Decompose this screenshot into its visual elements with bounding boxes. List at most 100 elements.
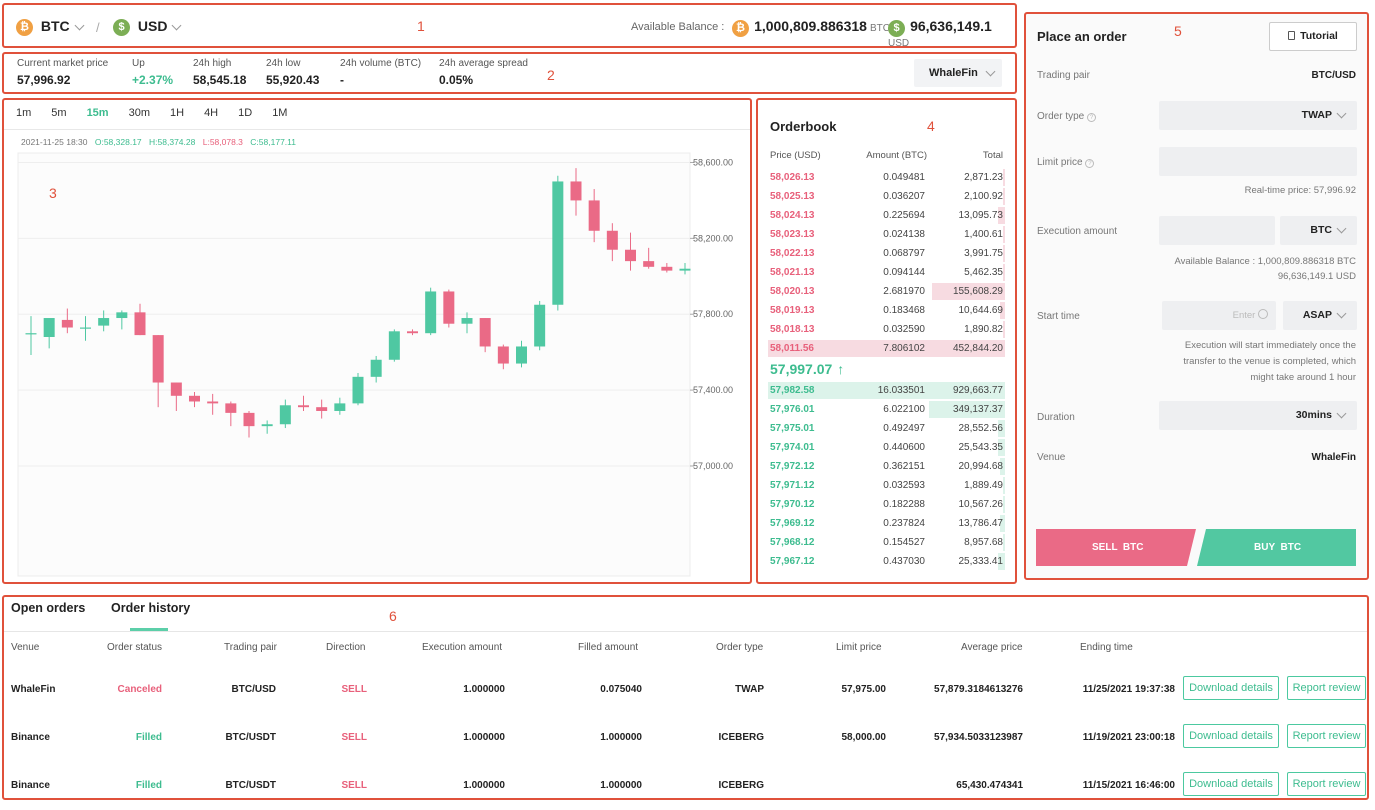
ask-row[interactable]: 58,023.13 0.024138 1,400.61 bbox=[768, 226, 1005, 243]
interval-tab[interactable]: 1D bbox=[238, 107, 253, 119]
tab-order-history[interactable]: Order history bbox=[111, 601, 191, 615]
execution-unit-select[interactable]: BTC bbox=[1280, 216, 1357, 245]
book-amount: 0.492497 bbox=[883, 423, 925, 434]
download-details-button[interactable]: Download details bbox=[1183, 724, 1279, 748]
book-amount: 0.024138 bbox=[883, 229, 925, 240]
region-label: 2 bbox=[547, 67, 555, 83]
candle-body bbox=[152, 335, 164, 383]
download-details-button[interactable]: Download details bbox=[1183, 676, 1279, 700]
ask-row[interactable]: 58,024.13 0.225694 13,095.73 bbox=[768, 207, 1005, 224]
cell-pair: BTC/USDT bbox=[225, 732, 276, 743]
bid-row[interactable]: 57,974.01 0.440600 25,543.35 bbox=[768, 439, 1005, 456]
buy-button[interactable]: BUY BTC bbox=[1254, 542, 1302, 553]
report-review-button[interactable]: Report review bbox=[1287, 724, 1366, 748]
column-header: Filled amount bbox=[578, 642, 639, 653]
tutorial-button[interactable]: Tutorial bbox=[1269, 22, 1357, 51]
ask-row[interactable]: 58,018.13 0.032590 1,890.82 bbox=[768, 321, 1005, 338]
interval-tab[interactable]: 4H bbox=[204, 107, 219, 119]
stat-label: Current market price bbox=[17, 58, 109, 69]
bid-row[interactable]: 57,969.12 0.237824 13,786.47 bbox=[768, 515, 1005, 532]
region-label: 6 bbox=[389, 608, 397, 624]
download-details-button[interactable]: Download details bbox=[1183, 772, 1279, 796]
duration-label: Duration bbox=[1037, 412, 1075, 423]
ask-row[interactable]: 58,019.13 0.183468 10,644.69 bbox=[768, 302, 1005, 319]
report-review-button[interactable]: Report review bbox=[1287, 772, 1366, 796]
ask-row[interactable]: 58,022.13 0.068797 3,991.75 bbox=[768, 245, 1005, 262]
book-price: 57,974.01 bbox=[770, 442, 815, 453]
depth-bar bbox=[998, 420, 1005, 437]
base-currency-select[interactable]: ₿ BTC bbox=[16, 18, 85, 36]
sell-button-shape[interactable] bbox=[1036, 529, 1196, 566]
ask-row[interactable]: 58,021.13 0.094144 5,462.35 bbox=[768, 264, 1005, 281]
interval-tab[interactable]: 15m bbox=[86, 107, 109, 119]
depth-bar bbox=[998, 553, 1005, 570]
column-header: Average price bbox=[961, 642, 1023, 653]
chevron-down-icon bbox=[172, 20, 182, 31]
report-review-button[interactable]: Report review bbox=[1287, 676, 1366, 700]
interval-tab[interactable]: 1H bbox=[170, 107, 185, 119]
ask-row[interactable]: 58,026.13 0.049481 2,871.23 bbox=[768, 169, 1005, 186]
sell-button[interactable]: SELL BTC bbox=[1092, 542, 1144, 553]
ask-row[interactable]: 58,011.56 7.806102 452,844.20 bbox=[768, 340, 1005, 357]
bid-row[interactable]: 57,968.12 0.154527 8,957.68 bbox=[768, 534, 1005, 551]
depth-bar bbox=[1003, 534, 1005, 551]
book-total: 13,095.73 bbox=[958, 210, 1004, 221]
quote-currency-select[interactable]: $ USD bbox=[113, 18, 182, 36]
start-time-select[interactable]: ASAP bbox=[1283, 301, 1357, 330]
book-total: 3,991.75 bbox=[964, 248, 1003, 259]
column-header: Trading pair bbox=[224, 642, 277, 653]
cell-pair: BTC/USD bbox=[231, 684, 276, 695]
price-chart-panel: 1m 5m 15m 30m 1H 4H 1D 1M 2021-11-25 18:30 O:58… bbox=[2, 98, 752, 584]
candle-body bbox=[534, 304, 546, 347]
start-time-note: Execution will start immediately once th… bbox=[1183, 340, 1356, 383]
start-time-input[interactable]: Enter bbox=[1162, 301, 1276, 330]
depth-bar bbox=[998, 439, 1005, 456]
book-total: 25,333.41 bbox=[958, 556, 1004, 567]
stat-label: Up bbox=[132, 58, 145, 69]
depth-bar bbox=[1003, 477, 1005, 494]
y-tick-label: 57,800.00 bbox=[693, 309, 733, 319]
interval-tab[interactable]: 30m bbox=[128, 107, 150, 119]
cell-status: Filled bbox=[135, 732, 162, 743]
venue-select[interactable]: WhaleFin bbox=[914, 59, 1002, 87]
tab-open-orders[interactable]: Open orders bbox=[11, 601, 86, 615]
cell-exec: 1.000000 bbox=[463, 780, 505, 791]
ask-row[interactable]: 58,025.13 0.036207 2,100.92 bbox=[768, 188, 1005, 205]
trading-pair-value: BTC/USD bbox=[1311, 70, 1356, 81]
cell-direction: SELL bbox=[341, 732, 367, 743]
bid-row[interactable]: 57,976.01 6.022100 349,137.37 bbox=[768, 401, 1005, 418]
limit-price-input[interactable] bbox=[1159, 147, 1357, 176]
dollar-icon: $ bbox=[888, 19, 905, 37]
bid-row[interactable]: 57,967.12 0.437030 25,333.41 bbox=[768, 553, 1005, 570]
bid-row[interactable]: 57,975.01 0.492497 28,552.56 bbox=[768, 420, 1005, 437]
interval-tab[interactable]: 5m bbox=[51, 107, 67, 119]
book-price: 58,018.13 bbox=[770, 324, 815, 335]
bitcoin-icon: ₿ bbox=[16, 18, 33, 36]
book-price: 58,024.13 bbox=[770, 210, 815, 221]
ask-row[interactable]: 58,020.13 2.681970 155,608.29 bbox=[768, 283, 1005, 300]
duration-select[interactable]: 30mins bbox=[1159, 401, 1357, 430]
cell-end: 11/15/2021 16:46:00 bbox=[1082, 780, 1175, 791]
bid-row[interactable]: 57,971.12 0.032593 1,889.49 bbox=[768, 477, 1005, 494]
y-tick-label: 57,000.00 bbox=[693, 461, 733, 471]
candle-body bbox=[570, 181, 582, 201]
cell-type: ICEBERG bbox=[718, 780, 764, 791]
book-total: 20,994.68 bbox=[958, 461, 1004, 472]
execution-amount-input[interactable] bbox=[1159, 216, 1275, 245]
order-type-select[interactable]: TWAP bbox=[1159, 101, 1357, 130]
column-header: Venue bbox=[11, 642, 40, 653]
bid-row[interactable]: 57,982.58 16.033501 929,663.77 bbox=[768, 382, 1005, 399]
candle-body bbox=[243, 412, 255, 427]
region-label: 5 bbox=[1174, 23, 1182, 39]
candlestick-chart[interactable]: 58,600.00 58,200.00 57,800.00 57,400.00 57,0… bbox=[4, 150, 750, 580]
cell-venue: Binance bbox=[11, 732, 50, 743]
bid-row[interactable]: 57,972.12 0.362151 20,994.68 bbox=[768, 458, 1005, 475]
interval-tab[interactable]: 1M bbox=[272, 107, 288, 119]
y-tick-label: 58,200.00 bbox=[693, 233, 733, 243]
interval-tab[interactable]: 1m bbox=[16, 107, 32, 119]
candle-body bbox=[407, 331, 418, 334]
book-price: 57,982.58 bbox=[770, 385, 815, 396]
bid-row[interactable]: 57,970.12 0.182288 10,567.26 bbox=[768, 496, 1005, 513]
buy-button-shape[interactable] bbox=[1197, 529, 1356, 566]
stat-item: 24h volume (BTC) - bbox=[340, 58, 421, 87]
